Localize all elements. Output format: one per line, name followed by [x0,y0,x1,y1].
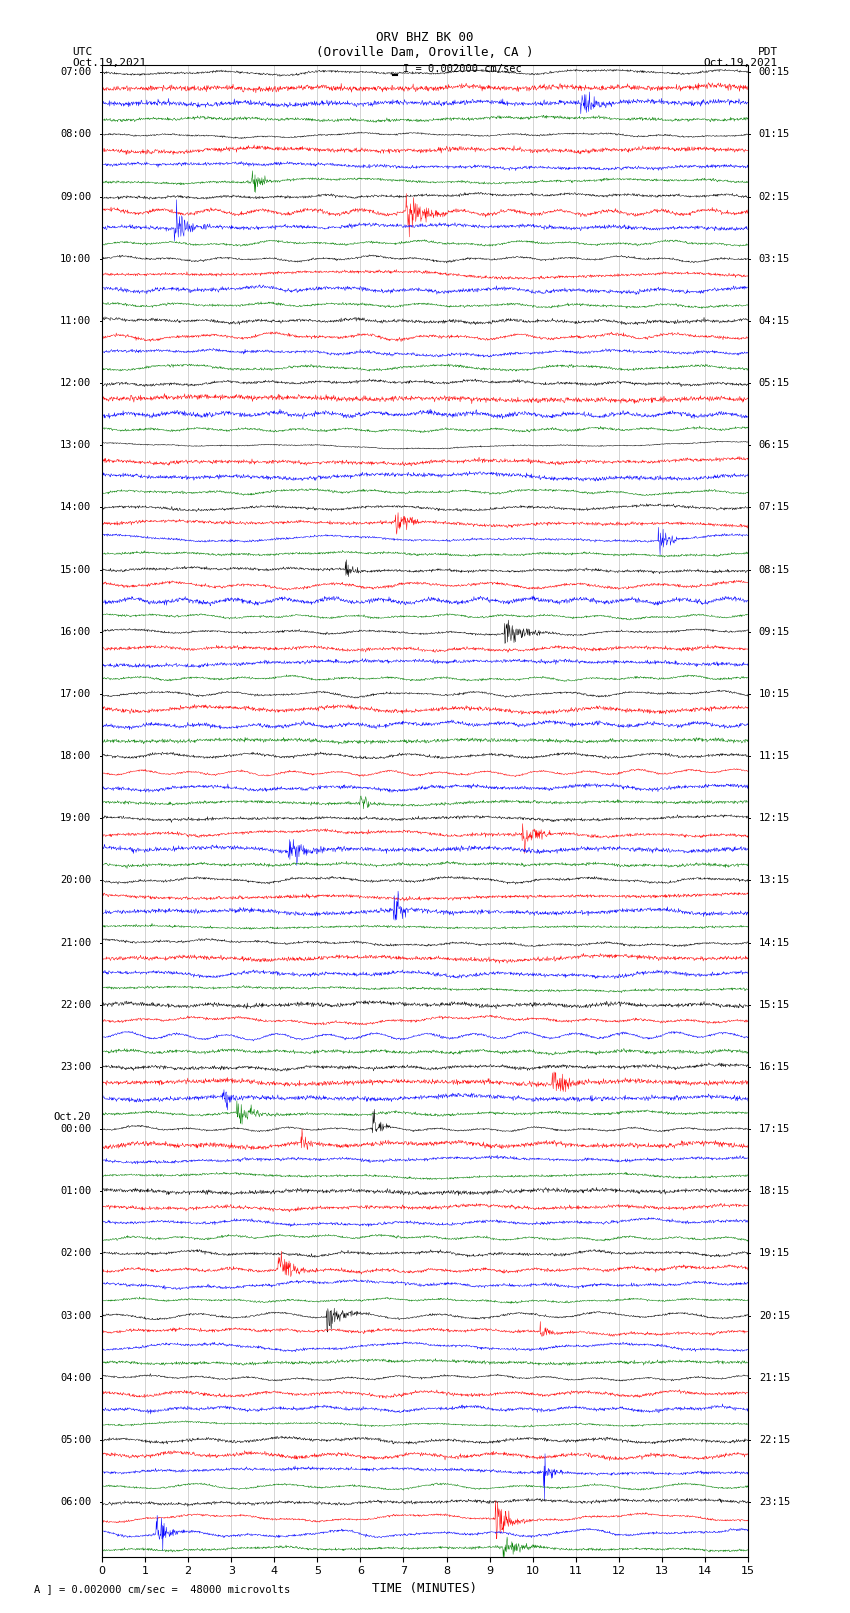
Title: ORV BHZ BK 00
(Oroville Dam, Oroville, CA ): ORV BHZ BK 00 (Oroville Dam, Oroville, C… [316,31,534,60]
Text: 12:15: 12:15 [759,813,790,823]
Text: UTC: UTC [72,47,93,56]
Text: 08:00: 08:00 [60,129,91,139]
Text: 09:00: 09:00 [60,192,91,202]
Text: 16:15: 16:15 [759,1061,790,1073]
Text: Oct.20: Oct.20 [54,1111,91,1121]
Text: 14:15: 14:15 [759,937,790,948]
Text: 21:00: 21:00 [60,937,91,948]
Text: 08:15: 08:15 [759,565,790,574]
Text: 04:15: 04:15 [759,316,790,326]
Text: 00:15: 00:15 [759,68,790,77]
Text: 02:00: 02:00 [60,1248,91,1258]
Text: 21:15: 21:15 [759,1373,790,1382]
Text: A ] = 0.002000 cm/sec =  48000 microvolts: A ] = 0.002000 cm/sec = 48000 microvolts [34,1584,290,1594]
Text: 10:15: 10:15 [759,689,790,698]
Text: 15:00: 15:00 [60,565,91,574]
Text: 10:00: 10:00 [60,253,91,265]
Text: 23:15: 23:15 [759,1497,790,1507]
Text: 09:15: 09:15 [759,627,790,637]
Text: 01:00: 01:00 [60,1186,91,1197]
Text: 05:15: 05:15 [759,377,790,389]
Text: 19:15: 19:15 [759,1248,790,1258]
Text: 17:00: 17:00 [60,689,91,698]
Text: 00:00: 00:00 [60,1124,91,1134]
Text: 23:00: 23:00 [60,1061,91,1073]
Text: 13:15: 13:15 [759,876,790,886]
Text: 18:15: 18:15 [759,1186,790,1197]
Text: 04:00: 04:00 [60,1373,91,1382]
Text: 16:00: 16:00 [60,627,91,637]
Text: 18:00: 18:00 [60,752,91,761]
Text: 07:00: 07:00 [60,68,91,77]
Text: 22:15: 22:15 [759,1436,790,1445]
Text: Oct.19,2021: Oct.19,2021 [72,58,146,68]
Text: 15:15: 15:15 [759,1000,790,1010]
Text: I = 0.002000 cm/sec: I = 0.002000 cm/sec [404,65,522,74]
Text: 03:00: 03:00 [60,1311,91,1321]
Text: 22:00: 22:00 [60,1000,91,1010]
Text: PDT: PDT [757,47,778,56]
Text: 05:00: 05:00 [60,1436,91,1445]
Text: 13:00: 13:00 [60,440,91,450]
Text: 11:15: 11:15 [759,752,790,761]
Text: 03:15: 03:15 [759,253,790,265]
Text: 06:15: 06:15 [759,440,790,450]
Text: 20:00: 20:00 [60,876,91,886]
Text: 06:00: 06:00 [60,1497,91,1507]
Text: 07:15: 07:15 [759,503,790,513]
X-axis label: TIME (MINUTES): TIME (MINUTES) [372,1582,478,1595]
Text: 01:15: 01:15 [759,129,790,139]
Text: 12:00: 12:00 [60,377,91,389]
Text: 20:15: 20:15 [759,1311,790,1321]
Text: 14:00: 14:00 [60,503,91,513]
Text: 19:00: 19:00 [60,813,91,823]
Text: 11:00: 11:00 [60,316,91,326]
Text: 17:15: 17:15 [759,1124,790,1134]
Text: Oct.19,2021: Oct.19,2021 [704,58,778,68]
Text: 02:15: 02:15 [759,192,790,202]
